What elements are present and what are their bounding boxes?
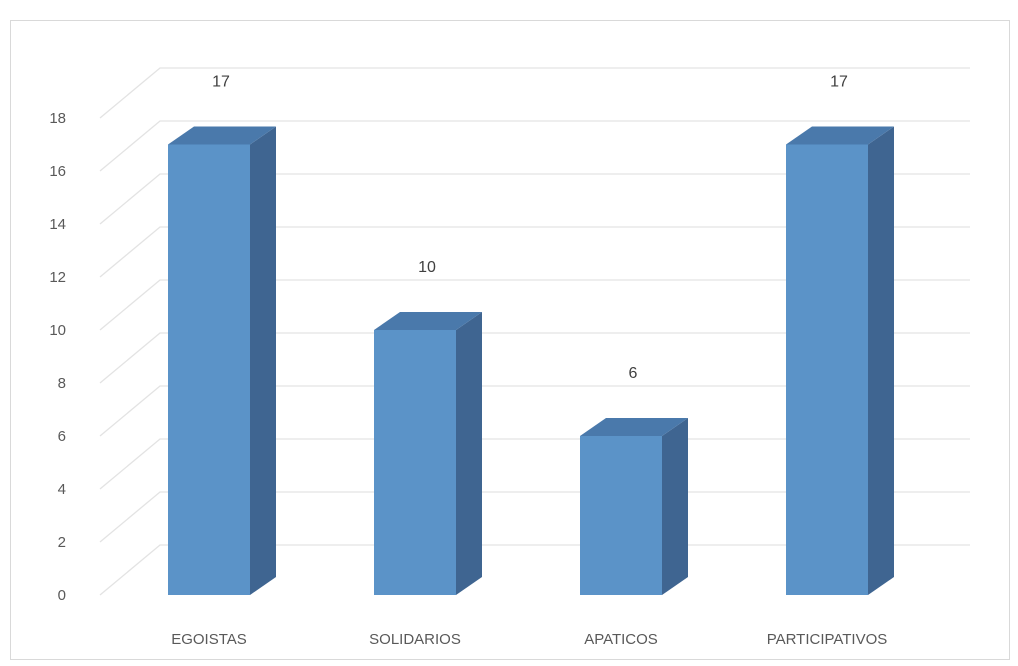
bar-participativos (786, 126, 894, 595)
bar-apaticos (580, 418, 688, 595)
x-category-label: APATICOS (584, 631, 658, 648)
y-tick-label: 6 (58, 428, 66, 445)
y-tick-label: 12 (49, 269, 66, 286)
y-tick-label: 14 (49, 216, 66, 233)
gridlines (99, 67, 970, 596)
bar-top (168, 126, 276, 145)
x-category-label: EGOISTAS (171, 631, 247, 648)
bars (168, 126, 894, 595)
data-labels: 17 10 6 17 (212, 74, 848, 383)
bar-side (250, 126, 276, 595)
gridline (99, 226, 970, 278)
y-axis-ticks: 0 2 4 6 8 10 12 14 16 18 (49, 110, 66, 604)
bar-front (580, 436, 662, 595)
y-tick-label: 2 (58, 534, 66, 551)
bar-front (374, 330, 456, 595)
gridline (99, 173, 970, 225)
bar-side (868, 126, 894, 595)
gridline (99, 67, 970, 119)
bar-solidarios (374, 312, 482, 595)
y-tick-label: 4 (58, 481, 66, 498)
bar-side (456, 312, 482, 595)
bar-egoistas (168, 126, 276, 595)
data-label: 17 (830, 74, 848, 91)
gridline (99, 385, 970, 437)
bar-side (662, 418, 688, 595)
y-tick-label: 8 (58, 375, 66, 392)
gridline (99, 279, 970, 331)
data-label: 6 (629, 365, 638, 382)
bar-front (786, 144, 868, 595)
gridline (99, 438, 970, 490)
gridline (99, 544, 970, 596)
gridline (99, 491, 970, 543)
bar-front (168, 144, 250, 595)
x-category-label: PARTICIPATIVOS (767, 631, 888, 648)
data-label: 17 (212, 74, 230, 91)
data-label: 10 (418, 259, 436, 276)
bar-top (786, 126, 894, 145)
x-category-label: SOLIDARIOS (369, 631, 461, 648)
bar-top (580, 418, 688, 436)
bar-top (374, 312, 482, 330)
y-tick-label: 18 (49, 110, 66, 127)
y-tick-label: 16 (49, 163, 66, 180)
y-tick-label: 0 (58, 587, 66, 604)
gridline (99, 332, 970, 384)
gridline (99, 120, 970, 172)
x-axis-categories: EGOISTAS SOLIDARIOS APATICOS PARTICIPATIVOS (171, 631, 887, 648)
y-tick-label: 10 (49, 322, 66, 339)
